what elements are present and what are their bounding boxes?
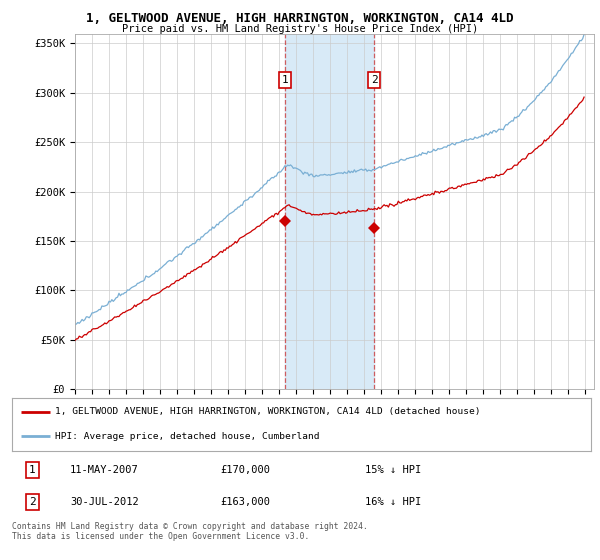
Text: 1: 1 [29,465,35,475]
Text: Price paid vs. HM Land Registry's House Price Index (HPI): Price paid vs. HM Land Registry's House … [122,24,478,34]
Text: £163,000: £163,000 [220,497,271,507]
Text: 16% ↓ HPI: 16% ↓ HPI [365,497,421,507]
Text: 30-JUL-2012: 30-JUL-2012 [70,497,139,507]
Text: £170,000: £170,000 [220,465,271,475]
Text: 2: 2 [371,75,377,85]
Text: 15% ↓ HPI: 15% ↓ HPI [365,465,421,475]
Text: 1, GELTWOOD AVENUE, HIGH HARRINGTON, WORKINGTON, CA14 4LD: 1, GELTWOOD AVENUE, HIGH HARRINGTON, WOR… [86,12,514,25]
Text: 11-MAY-2007: 11-MAY-2007 [70,465,139,475]
Text: HPI: Average price, detached house, Cumberland: HPI: Average price, detached house, Cumb… [55,432,320,441]
Text: 1: 1 [282,75,289,85]
Bar [286,34,374,389]
Text: Contains HM Land Registry data © Crown copyright and database right 2024.
This d: Contains HM Land Registry data © Crown c… [12,522,368,542]
Text: 1, GELTWOOD AVENUE, HIGH HARRINGTON, WORKINGTON, CA14 4LD (detached house): 1, GELTWOOD AVENUE, HIGH HARRINGTON, WOR… [55,408,481,417]
Text: 2: 2 [29,497,35,507]
